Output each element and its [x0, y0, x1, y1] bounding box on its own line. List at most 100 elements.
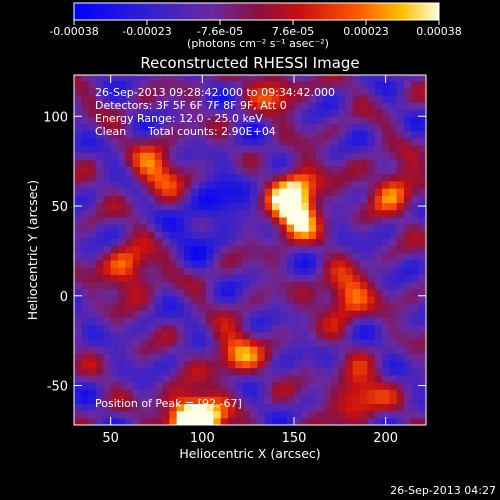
heatmap-cell: [308, 267, 317, 275]
heatmap-cell: [396, 396, 405, 405]
heatmap-cell: [228, 137, 236, 146]
heatmap-cell: [301, 130, 310, 139]
heatmap-cell: [88, 302, 97, 311]
heatmap-cell: [382, 360, 390, 369]
heatmap-cell: [132, 80, 141, 89]
heatmap-cell: [191, 281, 200, 290]
annotation-time-range: 26-Sep-2013 09:28:42.000 to 09:34:42.000: [95, 86, 335, 99]
heatmap-cell: [220, 245, 229, 254]
heatmap-cell: [235, 310, 244, 318]
heatmap-cell: [96, 288, 104, 297]
heatmap-cell: [345, 403, 354, 412]
heatmap-cell: [110, 145, 119, 153]
heatmap-cell: [272, 116, 280, 125]
heatmap-cell: [323, 216, 332, 225]
heatmap-cell: [338, 94, 346, 103]
heatmap-cell: [103, 94, 112, 103]
heatmap-cell: [272, 238, 280, 247]
heatmap-cell: [184, 338, 192, 347]
heatmap-cell: [389, 346, 398, 354]
heatmap-cell: [206, 310, 214, 318]
heatmap-cell: [206, 87, 214, 96]
heatmap-cell: [220, 346, 229, 354]
heatmap-cell: [257, 216, 266, 225]
heatmap-cell: [308, 245, 317, 254]
heatmap-cell: [411, 302, 420, 311]
heatmap-cell: [198, 109, 207, 117]
heatmap-cell: [404, 116, 412, 125]
heatmap-cell: [242, 80, 251, 89]
heatmap-cell: [184, 396, 192, 405]
heatmap-cell: [125, 145, 134, 153]
heatmap-cell: [360, 216, 368, 225]
heatmap-cell: [103, 209, 112, 218]
heatmap-cell: [360, 302, 368, 311]
heatmap-cell: [286, 152, 295, 160]
heatmap-cell: [294, 109, 302, 117]
heatmap-cell: [345, 101, 354, 110]
heatmap-cell: [147, 75, 156, 81]
heatmap-cell: [184, 145, 192, 153]
heatmap-cell: [360, 295, 368, 304]
heatmap-cell: [323, 259, 332, 268]
heatmap-cell: [389, 202, 398, 211]
heatmap-cell: [382, 188, 390, 196]
heatmap-cell: [382, 173, 390, 182]
heatmap-cell: [110, 166, 119, 175]
heatmap-cell: [367, 188, 376, 196]
heatmap-cell: [88, 231, 97, 239]
heatmap-cell: [345, 410, 354, 419]
heatmap-cell: [374, 188, 383, 196]
heatmap-cell: [301, 195, 310, 204]
heatmap-cell: [228, 145, 236, 153]
heatmap-cell: [396, 123, 405, 132]
heatmap-cell: [301, 209, 310, 218]
heatmap-cell: [242, 417, 251, 425]
heatmap-cell: [404, 389, 412, 397]
heatmap-cell: [74, 180, 82, 189]
heatmap-cell: [316, 346, 324, 354]
heatmap-cell: [279, 216, 288, 225]
heatmap-cell: [220, 288, 229, 297]
heatmap-cell: [132, 252, 141, 261]
heatmap-cell: [404, 374, 412, 383]
heatmap-cell: [345, 267, 354, 275]
heatmap-cell: [147, 116, 156, 125]
heatmap-cell: [96, 75, 104, 81]
heatmap-cell: [250, 130, 258, 139]
heatmap-cell: [147, 389, 156, 397]
heatmap-cell: [96, 374, 104, 383]
heatmap-cell: [264, 159, 273, 168]
heatmap-cell: [213, 231, 222, 239]
heatmap-cell: [404, 267, 412, 275]
heatmap-cell: [257, 238, 266, 247]
heatmap-cell: [81, 281, 90, 290]
heatmap-cell: [169, 116, 178, 125]
heatmap-cell: [88, 116, 97, 125]
heatmap-cell: [411, 360, 420, 369]
heatmap-cell: [308, 310, 317, 318]
heatmap-cell: [140, 188, 148, 196]
heatmap-cell: [338, 410, 346, 419]
heatmap-cell: [404, 346, 412, 354]
heatmap-cell: [132, 231, 141, 239]
heatmap-cell: [103, 310, 112, 318]
heatmap-cell: [125, 281, 134, 290]
heatmap-cell: [404, 209, 412, 218]
x-tick-label: 200: [373, 431, 398, 446]
heatmap-cell: [279, 238, 288, 247]
heatmap-cell: [257, 267, 266, 275]
heatmap-cell: [382, 403, 390, 412]
heatmap-cell: [301, 317, 310, 326]
heatmap-cell: [294, 101, 302, 110]
heatmap-cell: [411, 353, 420, 361]
heatmap-cell: [88, 188, 97, 196]
heatmap-cell: [316, 374, 324, 383]
heatmap-cell: [118, 417, 126, 425]
heatmap-cell: [411, 195, 420, 204]
heatmap-cell: [132, 360, 141, 369]
heatmap-cell: [118, 346, 126, 354]
heatmap-cell: [352, 403, 361, 412]
heatmap-cell: [198, 374, 207, 383]
heatmap-cell: [147, 396, 156, 405]
